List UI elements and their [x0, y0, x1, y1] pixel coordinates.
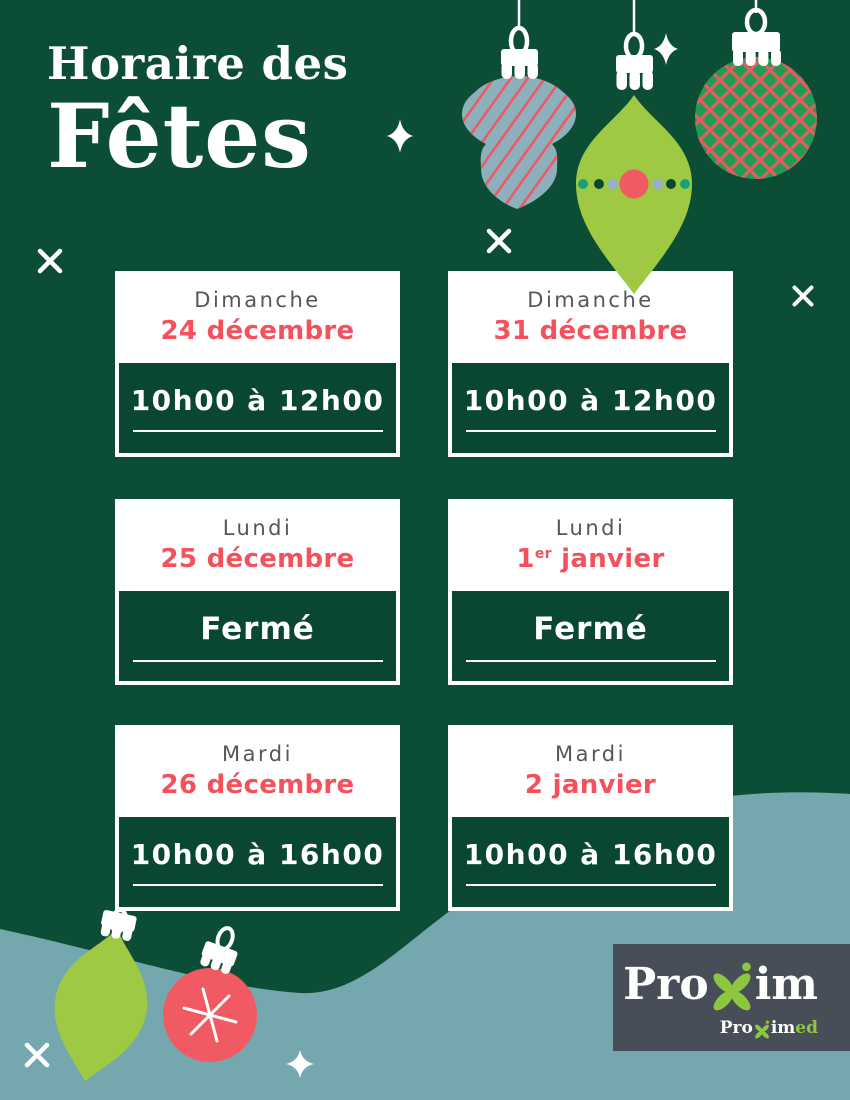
date-label: 2 janvier	[448, 770, 733, 800]
card-header: Lundi 25 décembre	[115, 499, 400, 591]
schedule-card-jan1: Lundi 1er janvier Fermé	[448, 499, 733, 685]
page-title: Horaire des Fêtes	[47, 38, 348, 180]
date-text: 26 décembre	[160, 770, 355, 800]
hours-label: 10h00 à 12h00	[130, 384, 385, 417]
date-text: 31 décembre	[493, 316, 688, 346]
day-label: Lundi	[222, 516, 293, 540]
sublogo-text-mid: im	[770, 1018, 796, 1038]
hours-band: 10h00 à 16h00	[119, 817, 396, 907]
schedule-card-dec25: Lundi 25 décembre Fermé	[115, 499, 400, 685]
date-label: 26 décembre	[115, 770, 400, 800]
date-text: 24 décembre	[160, 316, 355, 346]
proximed-x-icon	[754, 1020, 769, 1039]
hours-underline	[465, 659, 716, 662]
hours-label: Fermé	[200, 610, 315, 647]
snowflake-icon	[182, 987, 238, 1043]
hours-band: 10h00 à 12h00	[452, 363, 729, 453]
date-tail: janvier	[551, 544, 665, 574]
sparkle-icon	[286, 1050, 314, 1078]
title-line1: Horaire des	[47, 37, 349, 90]
sublogo-text-pre: Pro	[719, 1018, 753, 1038]
card-header: Dimanche 24 décembre	[115, 271, 400, 363]
schedule-card-dec26: Mardi 26 décembre 10h00 à 16h00	[115, 725, 400, 911]
proxim-x-icon	[713, 961, 751, 1010]
hours-band: 10h00 à 12h00	[119, 363, 396, 453]
logo-text-post: im	[754, 958, 818, 1010]
hours-underline	[132, 659, 383, 662]
schedule-card-dec24: Dimanche 24 décembre 10h00 à 12h00	[115, 271, 400, 457]
hours-label: 10h00 à 16h00	[463, 838, 718, 871]
day-label: Mardi	[222, 742, 293, 766]
card-header: Mardi 2 janvier	[448, 725, 733, 817]
schedule-card-dec31: Dimanche 31 décembre 10h00 à 12h00	[448, 271, 733, 457]
hours-band: 10h00 à 16h00	[452, 817, 729, 907]
sublogo-text-suffix: ed	[795, 1018, 818, 1038]
card-header: Mardi 26 décembre	[115, 725, 400, 817]
hours-label: Fermé	[533, 610, 648, 647]
hours-label: 10h00 à 16h00	[130, 838, 385, 871]
day-label: Mardi	[555, 742, 626, 766]
schedule-card-jan2: Mardi 2 janvier 10h00 à 16h00	[448, 725, 733, 911]
day-label: Dimanche	[194, 288, 321, 312]
ornament-red-ball-icon	[163, 926, 257, 1062]
hours-band: Fermé	[452, 591, 729, 681]
hours-underline	[465, 884, 716, 886]
proxim-logo: Pro im	[623, 957, 818, 1013]
title-line2: Fêtes	[47, 83, 312, 188]
date-label: 25 décembre	[115, 544, 400, 574]
date-superscript: er	[534, 546, 552, 562]
hours-underline	[132, 430, 383, 432]
day-label: Lundi	[555, 516, 626, 540]
ornament-green-drop-icon	[54, 908, 148, 1082]
date-text: 2 janvier	[524, 770, 657, 800]
hours-label: 10h00 à 12h00	[463, 384, 718, 417]
day-label: Dimanche	[527, 288, 654, 312]
x-sparkle-icon	[24, 1042, 50, 1068]
date-label: 1er janvier	[448, 544, 733, 574]
proxim-logo-box: Pro im Pro	[613, 944, 850, 1051]
hours-band: Fermé	[119, 591, 396, 681]
date-text: 1	[516, 544, 535, 574]
card-header: Lundi 1er janvier	[448, 499, 733, 591]
date-label: 31 décembre	[448, 316, 733, 346]
proximed-logo: Pro im ed	[720, 1018, 818, 1039]
date-text: 25 décembre	[160, 544, 355, 574]
card-header: Dimanche 31 décembre	[448, 271, 733, 363]
hours-underline	[465, 430, 716, 432]
logo-text-pre: Pro	[623, 958, 709, 1010]
date-label: 24 décembre	[115, 316, 400, 346]
hours-underline	[132, 884, 383, 886]
